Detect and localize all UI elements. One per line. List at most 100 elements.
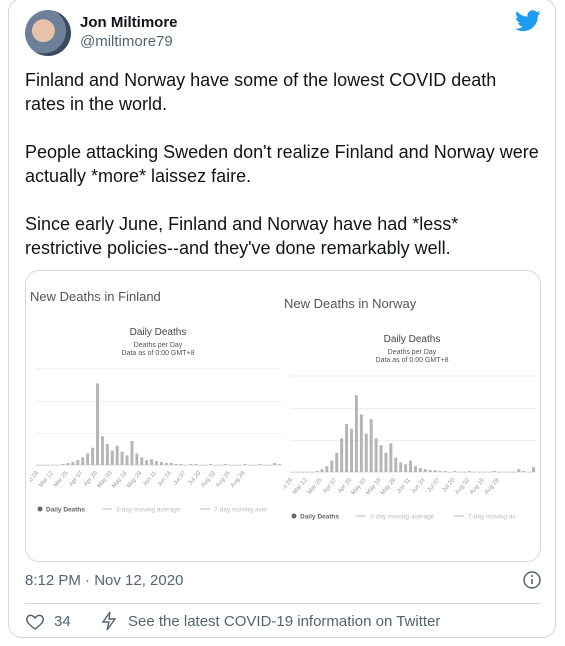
- bar: [125, 455, 129, 465]
- x-tick-label: Jun 24: [157, 470, 174, 488]
- avatar[interactable]: [25, 10, 71, 56]
- bar: [238, 465, 242, 466]
- info-icon[interactable]: [522, 570, 542, 590]
- bar: [532, 467, 536, 472]
- bar: [71, 462, 75, 465]
- bar: [507, 472, 511, 473]
- bar: [374, 438, 378, 472]
- bar: [105, 443, 109, 465]
- bar: [228, 465, 232, 466]
- bar: [41, 465, 45, 466]
- bar: [100, 436, 104, 465]
- bar: [384, 452, 388, 472]
- bar: [300, 472, 304, 473]
- paragraph: People attacking Sweden don't realize Fi…: [25, 142, 539, 186]
- legend-label: 3-day moving average: [116, 507, 181, 514]
- bar: [487, 472, 491, 473]
- chart-subtitle: Daily Deaths: [384, 334, 441, 345]
- legend-label: Daily Deaths: [300, 514, 339, 521]
- bar: [305, 472, 309, 473]
- bar: [404, 464, 408, 472]
- chart-y-label: Deaths per Day: [388, 349, 437, 356]
- bar: [96, 383, 99, 465]
- bar: [310, 472, 314, 473]
- bar: [145, 460, 149, 465]
- paragraph: Finland and Norway have some of the lowe…: [25, 70, 497, 114]
- x-tick-label: Jun 24: [411, 477, 428, 495]
- bar: [36, 465, 40, 466]
- bar: [204, 465, 208, 466]
- x-tick-label: Jul 07: [173, 470, 188, 487]
- bar: [468, 471, 472, 472]
- bar: [438, 471, 442, 472]
- x-tick-label: Jun 11: [142, 470, 158, 488]
- legend-marker: [37, 506, 43, 512]
- bar: [522, 471, 526, 472]
- bar: [359, 414, 363, 472]
- like-count[interactable]: 34: [54, 613, 71, 630]
- bar: [135, 453, 139, 465]
- tweet-card: [8, 0, 556, 638]
- bar: [51, 465, 55, 466]
- timestamp[interactable]: 8:12 PM · Nov 12, 2020: [25, 572, 184, 589]
- author-handle[interactable]: @miltimore79: [80, 33, 173, 50]
- bar: [423, 469, 427, 472]
- bar: [482, 472, 486, 473]
- bar: [184, 465, 188, 466]
- bar: [527, 472, 531, 473]
- tweet-text: Finland and Norway have some of the lowe…: [25, 68, 540, 284]
- bar: [448, 472, 452, 473]
- bar: [219, 465, 222, 466]
- x-tick-label: Apr 07: [68, 470, 84, 488]
- bar: [320, 469, 324, 472]
- bar: [330, 460, 334, 472]
- x-tick-label: Aug 28: [230, 470, 247, 489]
- author-name[interactable]: Jon Miltimore: [80, 14, 178, 31]
- covid-info-link[interactable]: See the latest COVID-19 information on T…: [128, 613, 441, 630]
- chart-title: New Deaths in Finland: [30, 289, 161, 304]
- twitter-logo[interactable]: [515, 10, 541, 32]
- bar: [263, 465, 267, 466]
- bar: [335, 452, 339, 472]
- bar: [517, 469, 521, 472]
- bar: [340, 438, 344, 472]
- x-tick-label: Feb 28: [284, 477, 294, 496]
- bar: [290, 472, 294, 473]
- covid-info-icon[interactable]: [100, 611, 118, 631]
- chart-note: Data as of 0:00 GMT+8: [376, 357, 449, 364]
- bar: [86, 453, 90, 465]
- bar: [325, 466, 329, 472]
- bar: [502, 472, 506, 473]
- bar: [354, 395, 358, 472]
- bar: [394, 457, 398, 472]
- bar: [278, 464, 282, 465]
- bar: [169, 463, 173, 465]
- x-tick-label: Mar 25: [307, 477, 324, 496]
- bar: [130, 441, 134, 465]
- bar: [409, 460, 413, 472]
- bar: [512, 472, 516, 473]
- bar: [399, 462, 403, 472]
- bar: [61, 464, 65, 465]
- bar: [458, 472, 462, 473]
- chart-y-label: Deaths per Day: [134, 342, 183, 349]
- bar: [295, 472, 299, 473]
- bar: [189, 464, 193, 465]
- chart-title: New Deaths in Norway: [284, 296, 417, 311]
- bar: [433, 470, 437, 472]
- bar: [76, 460, 80, 465]
- bar: [345, 424, 349, 472]
- bar: [174, 464, 178, 465]
- paragraph: Since early June, Finland and Norway hav…: [25, 214, 459, 258]
- bar: [214, 465, 218, 466]
- bar: [150, 459, 154, 465]
- bar: [453, 471, 457, 472]
- bar: [258, 464, 262, 465]
- bar: [209, 464, 213, 465]
- x-tick-label: Aug 28: [484, 477, 501, 496]
- bar: [115, 445, 119, 465]
- bar: [91, 447, 95, 465]
- like-icon[interactable]: [25, 612, 45, 632]
- tweet-media[interactable]: New Deaths in Finland Daily Deaths Deaths …: [25, 270, 541, 562]
- bar: [194, 464, 198, 465]
